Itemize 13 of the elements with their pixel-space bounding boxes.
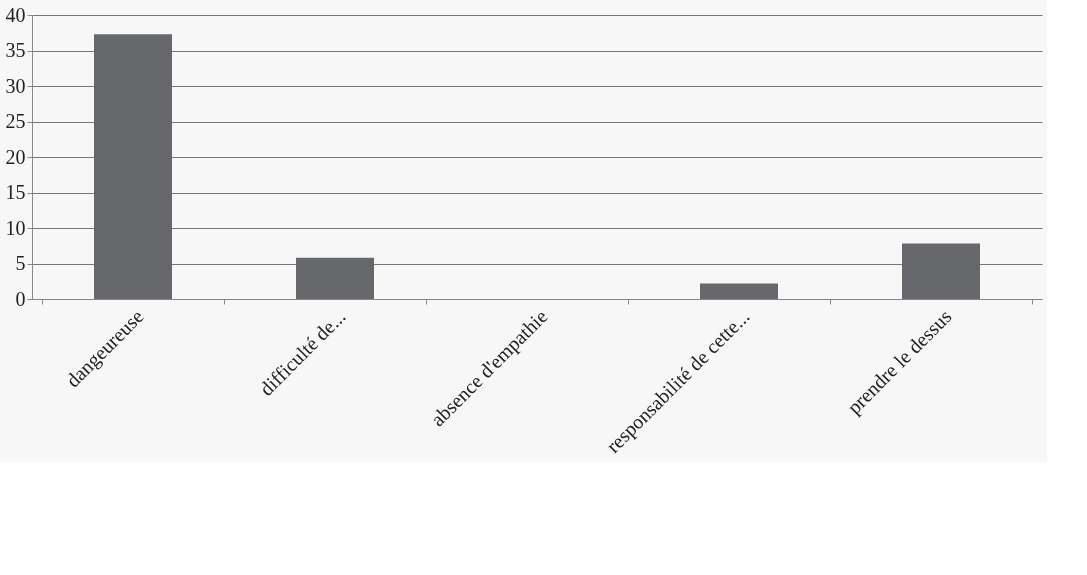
y-tick-label: 20 — [5, 145, 26, 168]
y-tick-label: 35 — [5, 39, 26, 61]
y-tick-label: 0 — [15, 287, 26, 310]
y-tick-label: 25 — [5, 110, 26, 132]
bar — [700, 283, 778, 299]
bar — [94, 34, 172, 299]
y-tick-label: 15 — [5, 181, 26, 203]
y-tick-label: 30 — [5, 74, 26, 97]
bar — [296, 257, 374, 299]
y-tick-label: 40 — [5, 3, 26, 26]
y-tick-label: 5 — [15, 252, 26, 274]
y-tick-label: 10 — [5, 216, 26, 239]
bar — [902, 243, 980, 299]
